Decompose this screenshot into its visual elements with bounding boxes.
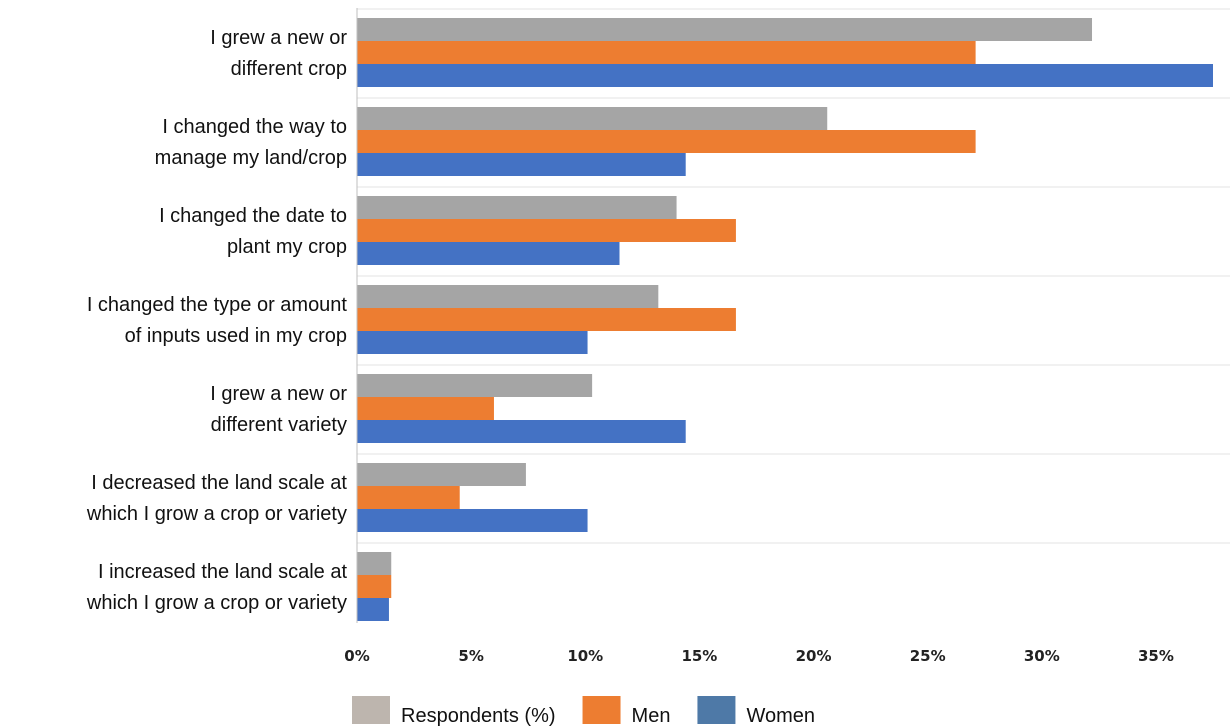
bar-respondents-3	[357, 196, 677, 219]
bar-women-5	[357, 420, 686, 443]
legend-label: Men	[632, 705, 671, 727]
category-label: I changed the way to	[162, 116, 347, 138]
category-label: of inputs used in my crop	[125, 325, 347, 347]
category-label: I changed the date to	[159, 205, 347, 227]
bar-men-5	[357, 397, 494, 420]
bar-respondents-2	[357, 107, 828, 130]
category-label: I changed the type or amount	[87, 294, 348, 316]
bar-men-3	[357, 219, 736, 242]
bar-men-4	[357, 308, 736, 331]
category-label: different variety	[211, 414, 347, 436]
x-tick-label: 15%	[681, 647, 717, 665]
x-tick-label: 5%	[458, 647, 483, 665]
bar-men-1	[357, 41, 976, 64]
legend-label: Respondents (%)	[401, 705, 556, 727]
bar-women-1	[357, 64, 1213, 87]
category-label: different crop	[231, 58, 347, 80]
bar-women-7	[357, 598, 389, 621]
x-tick-label: 35%	[1138, 647, 1174, 665]
legend-swatch	[697, 696, 736, 724]
category-label: which I grow a crop or variety	[86, 503, 347, 525]
bar-respondents-4	[357, 285, 659, 308]
category-label: I grew a new or	[210, 383, 347, 405]
category-labels: I grew a new or different crop I changed t…	[86, 27, 348, 614]
legend: Respondents (%) Men Women	[352, 696, 815, 727]
bar-women-3	[357, 242, 620, 265]
bar-respondents-1	[357, 18, 1093, 41]
legend-swatch	[582, 696, 621, 724]
x-tick-label: 0%	[344, 647, 369, 665]
bar-women-4	[357, 331, 588, 354]
bar-respondents-6	[357, 463, 526, 486]
x-tick-label: 20%	[796, 647, 832, 665]
category-label: manage my land/crop	[155, 147, 347, 169]
bar-respondents-7	[357, 552, 392, 575]
x-tick-label: 25%	[910, 647, 946, 665]
bar-women-2	[357, 153, 686, 176]
legend-label: Women	[746, 705, 815, 727]
bar-men-6	[357, 486, 460, 509]
x-tick-labels: 0% 5% 10% 15% 20% 25% 30% 35%	[344, 647, 1174, 665]
bars-layer	[357, 18, 1213, 621]
legend-swatch	[352, 696, 390, 724]
category-label: plant my crop	[227, 236, 347, 258]
category-separators	[357, 8, 1230, 544]
bar-women-6	[357, 509, 588, 532]
category-label: I decreased the land scale at	[91, 472, 347, 494]
bar-men-7	[357, 575, 392, 598]
category-label: I grew a new or	[210, 27, 347, 49]
x-tick-label: 30%	[1024, 647, 1060, 665]
category-label: I increased the land scale at	[98, 561, 347, 583]
x-tick-label: 10%	[567, 647, 603, 665]
bar-men-2	[357, 130, 976, 153]
bar-respondents-5	[357, 374, 593, 397]
category-label: which I grow a crop or variety	[86, 592, 347, 614]
